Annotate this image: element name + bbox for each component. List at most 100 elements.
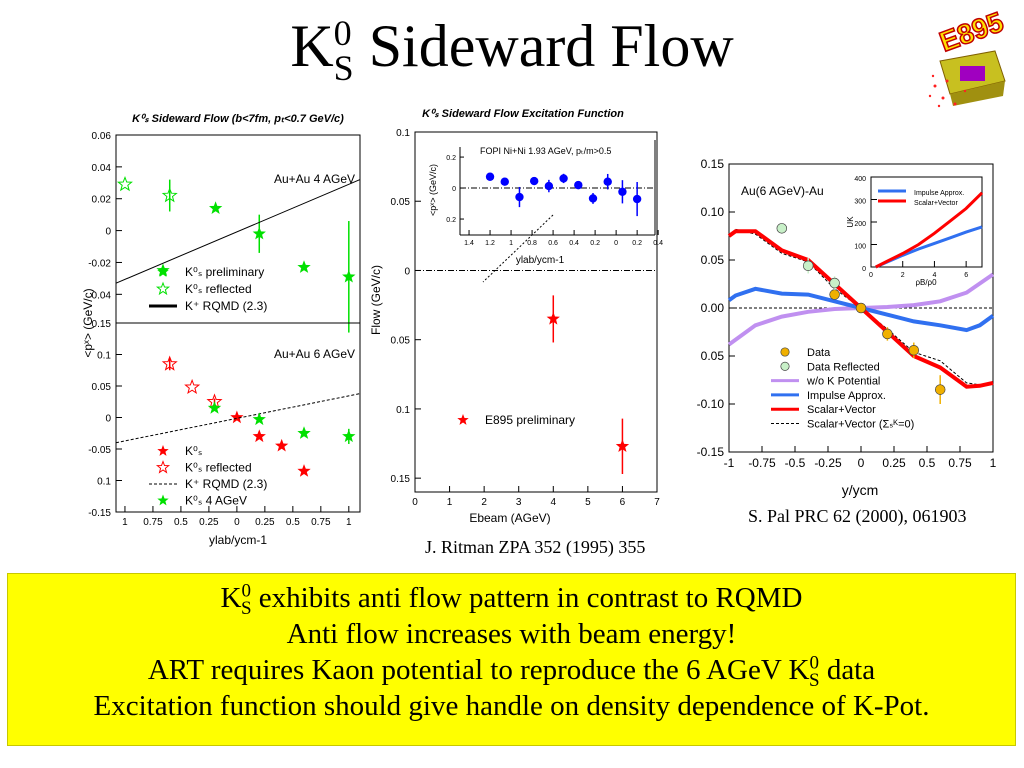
y-tick-label: 0.15 [701,157,725,171]
x-tick-label: 0 [858,456,865,470]
x-tick-label: 1 [346,517,352,528]
y-axis-label: <pˣ> (GeV/c) [81,288,95,357]
y-tick-label: -0.15 [88,508,111,519]
x-tick-label: 2 [481,497,487,508]
chart-title: K⁰ₛ Sideward Flow (b<7fm, pₜ<0.7 GeV/c) [132,113,344,125]
inset-x-tick-label: 0.4 [653,240,663,247]
legend-marker [780,361,790,371]
x-axis-label: Ebeam (AGeV) [469,511,550,525]
series-line-k-rqmd-2-3- [115,393,361,444]
x-tick-label: 2 [901,272,905,279]
x-tick-label: -0.25 [814,456,842,470]
legend-label: Impulse Approx. [807,390,886,402]
inset-x-tick-label: 0.2 [590,240,600,247]
y-tick-label: 0.10 [701,205,725,219]
data-point-fopi [544,181,554,191]
x-tick-label: 5 [585,497,591,508]
legend-label: K⁰ₛ preliminary [185,265,264,279]
inset-x-tick-label: 0.2 [632,240,642,247]
data-point-e895-preliminary [615,439,630,452]
data-point-k- [252,429,266,443]
data-point-k- [230,410,244,424]
y-tick-label: -0.15 [697,445,725,459]
y-tick-label: 0.00 [701,301,725,315]
data-point-k-preliminary [297,260,311,273]
summary-line-1: K0S exhibits anti flow pattern in contra… [8,580,1015,619]
x-tick-label: 0.75 [311,517,331,528]
x-tick-label: 0.75 [143,517,163,528]
x-tick-label: 0.25 [255,517,275,528]
ks-symbol: K [788,654,810,686]
y-tick-label: 0 [862,266,866,273]
summary-text: ART requires Kaon potential to reproduce… [147,654,789,686]
x-tick-label: 0.25 [199,517,219,528]
y-tick-label: 0.04 [92,163,112,174]
chart-annotation: Au(6 AGeV)-Au [741,184,824,198]
data-point-k-reflected [184,378,201,395]
data-point-data [829,289,840,300]
series-line-scalar-vector [875,191,984,269]
data-point-fopi [588,194,598,203]
inset-pointer-line [482,214,554,283]
legend-marker [155,460,171,474]
inset-x-tick-label: 0 [614,240,618,247]
y-tick-label: 0.05 [701,349,725,363]
data-point-k-preliminary [252,226,266,240]
y-tick-label: 0 [404,266,410,277]
y-tick-label: 0.15 [92,319,112,330]
title-particle: K [290,13,334,79]
data-point-data [934,384,946,395]
y-tick-label: -0.05 [88,445,111,456]
inset-y-tick-label: 0 [452,186,456,193]
legend-label: Scalar+Vector [914,200,958,207]
x-tick-label: 0 [869,272,873,279]
y-tick-label: 0.05 [391,197,411,208]
inset-x-tick-label: 0.8 [527,240,537,247]
legend-label: Data Reflected [807,361,880,373]
y-tick-label: -0.10 [697,397,725,411]
title-sup: 0 [333,13,352,53]
y-tick-label: 0.15 [391,474,411,485]
inset-x-tick-label: 0.4 [569,240,579,247]
inset-x-tick-label: 1 [509,240,513,247]
summary-line-4: Excitation function should give handle o… [93,690,930,722]
title-sub: S [333,48,354,88]
summary-text: exhibits anti flow pattern in contrast t… [251,582,803,614]
panel-annotation: Au+Au 6 AGeV [274,347,355,361]
inset-y-label: <pˣ> (GeV/c) [428,164,438,216]
data-point-data [855,302,867,314]
ks-sub: S [240,597,252,619]
citation-pal: S. Pal PRC 62 (2000), 061903 [748,506,967,526]
y-tick-label: 0.1 [97,351,111,362]
chart-title: K⁰ₛ Sideward Flow Excitation Function [422,108,624,120]
x-tick-label: 6 [620,497,626,508]
y-axis-label: Flow (GeV/c) [369,265,383,335]
data-point-k-4-agev [207,401,222,414]
y-tick-label: 300 [854,199,866,206]
x-tick-label: -0.75 [748,456,776,470]
ks-symbol: K [220,582,242,614]
x-tick-label: 1 [122,517,128,528]
x-tick-label: 1 [990,456,997,470]
x-tick-label: 0 [412,497,418,508]
data-point-k-reflected [161,355,178,371]
y-tick-label: 0.05 [391,336,411,347]
y-tick-label: 0.02 [92,195,112,206]
data-point-fopi [574,180,583,190]
legend-label: K⁰ₛ reflected [185,282,252,296]
e895-logo: E895 [928,6,1008,108]
x-tick-label: 0.5 [919,456,936,470]
y-tick-label: 0.05 [92,382,112,393]
y-tick-label: 0.05 [701,253,725,267]
legend-label: Scalar+Vector [807,404,876,416]
inset-x-label: ylab/ycm-1 [516,255,565,266]
inset-x-tick-label: 0.6 [548,240,558,247]
panel-annotation: Au+Au 4 AGeV [274,172,355,186]
x-tick-label: 0.5 [174,517,188,528]
data-point-k-4-agev [297,426,311,439]
data-point-k-reflected [116,175,133,192]
legend-label: E895 preliminary [485,413,575,427]
data-point-k-4-agev [342,429,356,443]
x-tick-label: 6 [964,272,968,279]
